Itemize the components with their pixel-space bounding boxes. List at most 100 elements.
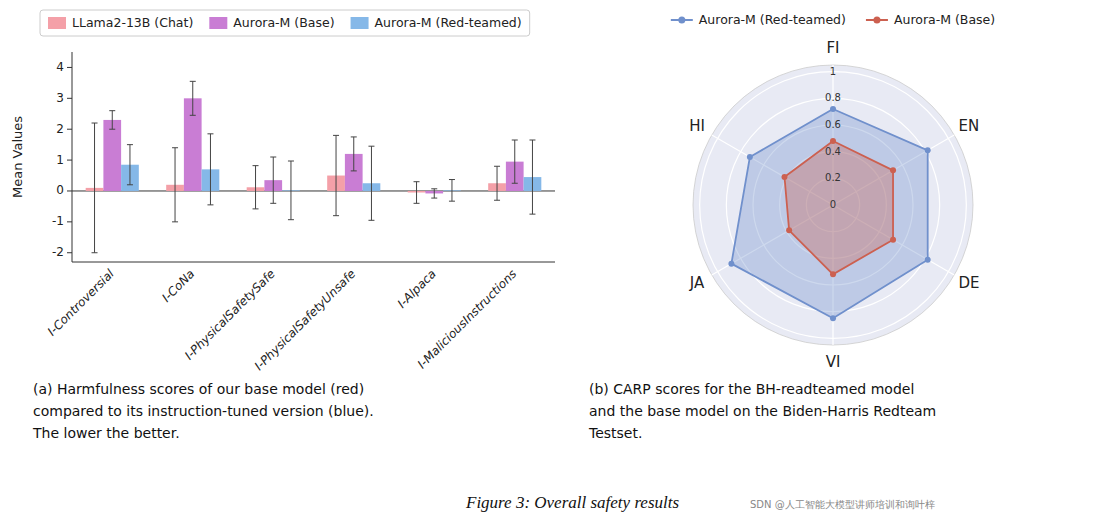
radar-point: [890, 167, 896, 173]
radial-tick-label: 0: [830, 199, 836, 210]
y-tick: [67, 98, 72, 99]
y-tick-label: -2: [52, 245, 64, 259]
watermark: SDN @人工智能大模型讲师培训和询叶梓: [750, 499, 935, 510]
error-bar: [270, 157, 276, 203]
caption: (a) Harmfulness scores of our base model…: [32, 381, 374, 441]
text-line: (b) CARP scores for the BH-readteamed mo…: [589, 381, 914, 397]
error-bar: [333, 135, 339, 215]
legend-swatch: [209, 17, 227, 29]
radar-point: [925, 257, 931, 263]
bar-chart: -2 -1 0 1 2 3 4 Mean Values I-Controversial I-CoN…: [10, 10, 555, 373]
y-tick: [67, 221, 72, 222]
error-bar: [351, 137, 357, 171]
figure: -2 -1 0 1 2 3 4 Mean Values I-Controversial I-CoN…: [0, 0, 1111, 521]
radar-chart: FI EN DE VI JA HI 0 0.2 0.4 0.6 0.8 1 Aurora-M (Red-…: [671, 12, 995, 371]
y-axis-line: [72, 52, 73, 262]
radar-area: [785, 141, 894, 274]
text-line: Testset.: [588, 425, 642, 441]
radar-point: [830, 315, 836, 321]
error-bar: [207, 134, 213, 205]
radar-point: [830, 271, 836, 277]
radar-point: [728, 261, 734, 267]
legend-marker: [873, 17, 880, 24]
error-bar: [449, 180, 455, 202]
legend-swatch: [48, 17, 66, 29]
error-bar: [253, 166, 259, 209]
x-tick-label: I-CoNa: [159, 267, 197, 305]
text-line: compared to its instruction-tuned versio…: [33, 403, 374, 419]
error-bar: [512, 140, 518, 183]
text-line: and the base model on the Biden-Harris R…: [589, 403, 936, 419]
x-tick-label: I-Controversial: [45, 266, 118, 339]
radial-tick-label: 0.4: [825, 146, 841, 157]
y-tick-label: 1: [56, 153, 64, 167]
legend-label: Aurora-M (Red-teamed): [699, 12, 846, 27]
error-bar: [368, 146, 374, 220]
y-axis-label: Mean Values: [10, 116, 25, 198]
legend-swatch: [351, 17, 369, 29]
legend-item: Aurora-M (Base): [866, 12, 995, 27]
error-bar: [529, 140, 535, 214]
y-tick: [67, 129, 72, 130]
radar-point: [890, 237, 896, 243]
y-tick-label: 2: [56, 122, 64, 136]
radial-tick-label: 0.6: [825, 119, 841, 130]
y-tick-label: 3: [56, 91, 64, 105]
legend-item: Aurora-M (Red-teamed): [671, 12, 846, 27]
category-label: HI: [689, 117, 705, 135]
legend: LLama2-13B (Chat)Aurora-M (Base)Aurora-M…: [40, 10, 530, 36]
text-line: The lower the better.: [32, 425, 180, 441]
error-bar: [288, 161, 294, 220]
y-tick-label: 0: [56, 183, 64, 197]
figure-caption: Figure 3: Overall safety results: [465, 493, 679, 512]
y-tick-label: -1: [52, 214, 64, 228]
x-tick-label: I-MaliciousInstructions: [415, 267, 520, 372]
legend-label: LLama2-13B (Chat): [72, 15, 193, 30]
radial-tick-label: 0.2: [825, 172, 841, 183]
legend-frame: [40, 10, 530, 36]
grid-circle: [700, 72, 967, 339]
x-tick-label: I-PhysicalSafetySafe: [182, 267, 278, 363]
error-bar: [414, 182, 420, 204]
x-axis-line: [72, 262, 555, 263]
legend-label: Aurora-M (Red-teamed): [375, 15, 522, 30]
text-line: (a) Harmfulness scores of our base model…: [33, 381, 364, 397]
radar-point: [747, 154, 753, 160]
category-label: JA: [689, 274, 705, 292]
y-tick: [67, 160, 72, 161]
radar-point: [782, 174, 788, 180]
radar-point: [830, 106, 836, 112]
bar: [103, 120, 121, 191]
radar-point: [830, 138, 836, 144]
error-bar: [109, 111, 115, 130]
error-bar: [172, 148, 178, 222]
plot-area: [728, 106, 930, 321]
plot-area: [72, 81, 555, 252]
legend-label: Aurora-M (Base): [894, 12, 995, 27]
legend: Aurora-M (Red-teamed) Aurora-M (Base): [671, 12, 995, 27]
category-label: EN: [959, 117, 980, 135]
y-tick: [67, 190, 72, 191]
category-label: VI: [826, 353, 841, 371]
y-tick: [67, 67, 72, 68]
y-tick: [67, 252, 72, 253]
x-tick-label: I-PhysicalSafetyUnsafe: [252, 267, 359, 374]
error-bar: [92, 123, 98, 253]
error-bar: [190, 81, 196, 115]
y-tick-label: 4: [56, 60, 64, 74]
caption: (b) CARP scores for the BH-readteamed mo…: [588, 381, 936, 441]
error-bar: [127, 145, 133, 185]
radial-tick-label: 0.8: [825, 92, 841, 103]
radar-point: [786, 227, 792, 233]
category-label: DE: [958, 274, 979, 292]
radar-area: [731, 109, 927, 318]
radial-tick-label: 1: [830, 66, 836, 77]
radar-background: [693, 65, 973, 345]
legend-marker: [678, 17, 685, 24]
radar-point: [925, 147, 931, 153]
x-tick-label: I-Alpaca: [395, 267, 439, 311]
zero-line: [72, 190, 555, 191]
error-bar: [494, 166, 500, 200]
category-label: FI: [826, 39, 839, 57]
error-bar: [431, 189, 437, 198]
